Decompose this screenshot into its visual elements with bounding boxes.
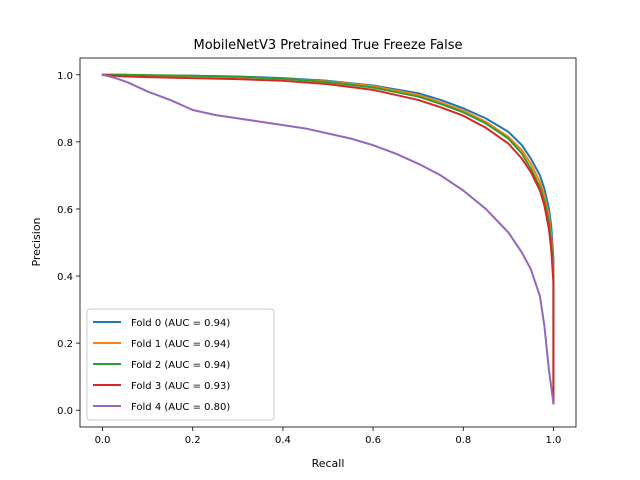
x-tick-label: 0.0 [95, 435, 111, 446]
y-axis-title: Precision [30, 217, 43, 266]
y-tick-label: 1.0 [57, 71, 73, 82]
x-tick-label: 0.4 [275, 435, 291, 446]
series-line-fold-2 [101, 73, 555, 405]
y-tick-label: 0.0 [57, 406, 73, 417]
y-tick-label: 0.4 [57, 272, 73, 283]
y-tick-label: 0.8 [57, 138, 73, 149]
x-axis-title: Recall [312, 457, 345, 470]
x-tick-label: 0.2 [185, 435, 201, 446]
legend-label-fold-2: Fold 2 (AUC = 0.94) [131, 360, 230, 371]
y-tick-label: 0.6 [57, 205, 73, 216]
legend-label-fold-4: Fold 4 (AUC = 0.80) [131, 402, 230, 413]
x-tick-label: 0.8 [455, 435, 471, 446]
plot-area: 0.0 0.2 0.4 0.6 0.8 1.0 0.0 0.2 0.4 0.6 0.8 1.0 [57, 57, 577, 446]
legend: Fold 0 (AUC = 0.94) Fold 1 (AUC = 0.94) Fo… [86, 308, 275, 421]
axes-frame [79, 57, 577, 428]
x-tick-label: 1.0 [546, 435, 562, 446]
series-line-fold-4 [101, 73, 555, 405]
x-tick-label: 0.6 [365, 435, 381, 446]
legend-label-fold-0: Fold 0 (AUC = 0.94) [131, 318, 230, 329]
legend-label-fold-1: Fold 1 (AUC = 0.94) [131, 339, 230, 350]
series-line-fold-3 [101, 73, 555, 405]
y-tick-label: 0.2 [57, 339, 73, 350]
legend-box [86, 308, 275, 421]
legend-label-fold-3: Fold 3 (AUC = 0.93) [131, 381, 230, 392]
chart-title: MobileNetV3 Pretrained True Freeze False [194, 38, 463, 53]
